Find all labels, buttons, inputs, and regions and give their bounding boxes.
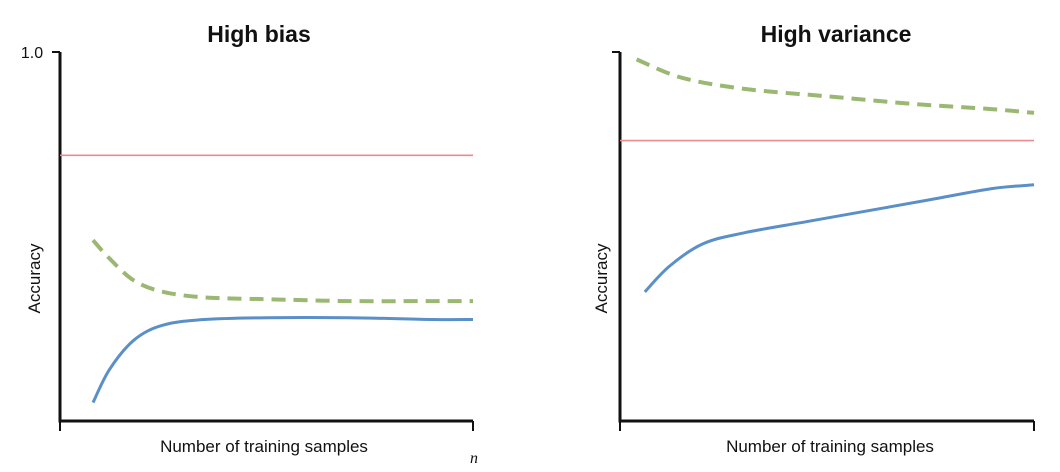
y-axis-label: Accuracy — [25, 243, 44, 313]
axes-lines — [58, 52, 473, 423]
series-line-1 — [635, 57, 1035, 115]
chart-panel-1: High variance Number of training samples A… — [592, 21, 1035, 456]
chart-panel-0: High bias 1.0 Number of training samples Ac… — [21, 21, 478, 467]
x-axis-end-label: n — [470, 450, 478, 467]
series-line-1 — [91, 238, 473, 304]
y-tick-label: 1.0 — [21, 45, 43, 62]
series-line-2 — [643, 183, 1035, 293]
y-axis-label: Accuracy — [592, 243, 611, 313]
chart-title: High bias — [207, 21, 311, 47]
x-axis-label: Number of training samples — [726, 437, 934, 456]
x-axis-label: Number of training samples — [160, 437, 368, 456]
series-line-2 — [91, 315, 474, 404]
chart-title: High variance — [761, 21, 912, 47]
